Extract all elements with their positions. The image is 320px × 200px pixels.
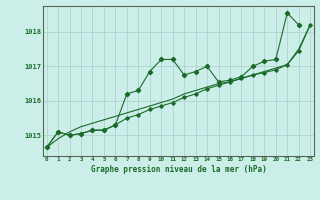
X-axis label: Graphe pression niveau de la mer (hPa): Graphe pression niveau de la mer (hPa): [91, 165, 266, 174]
